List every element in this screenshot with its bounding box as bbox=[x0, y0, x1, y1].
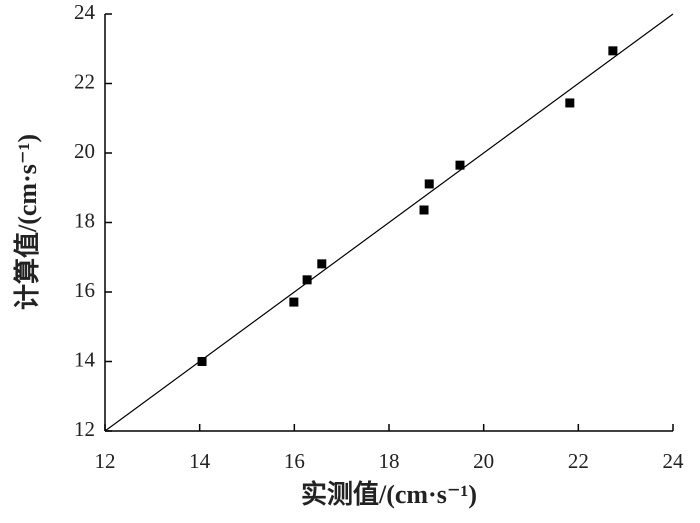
y-tick-label: 20 bbox=[74, 139, 95, 163]
y-axis-label: 计算值/(cm·s⁻¹) bbox=[12, 134, 42, 310]
point bbox=[197, 357, 207, 366]
y-tick-label: 24 bbox=[74, 0, 96, 24]
identity-line bbox=[104, 13, 674, 432]
x-tick-label: 12 bbox=[95, 449, 116, 473]
point bbox=[302, 275, 312, 285]
x-tick-label: 18 bbox=[379, 449, 400, 473]
point bbox=[289, 297, 299, 307]
x-tick-label: 14 bbox=[189, 449, 211, 473]
point bbox=[565, 98, 575, 108]
x-tick-label: 22 bbox=[568, 449, 589, 473]
x-tick-label: 24 bbox=[663, 449, 685, 473]
point bbox=[608, 46, 618, 56]
point bbox=[419, 205, 429, 215]
x-tick-label: 20 bbox=[473, 449, 494, 473]
y-tick-label: 14 bbox=[74, 347, 96, 371]
point bbox=[424, 179, 434, 189]
x-axis-label: 实测值/(cm·s⁻¹) bbox=[301, 479, 477, 509]
y-tick-label: 16 bbox=[74, 278, 95, 302]
y-tick-label: 12 bbox=[74, 417, 95, 441]
y-tick-label: 22 bbox=[74, 69, 95, 93]
y-tick-label: 18 bbox=[74, 208, 95, 232]
point bbox=[317, 259, 327, 269]
point bbox=[455, 160, 465, 170]
x-tick-label: 16 bbox=[284, 449, 305, 473]
